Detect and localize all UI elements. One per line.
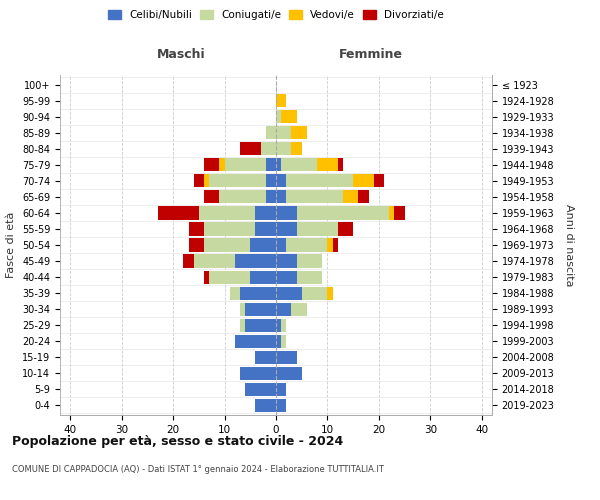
Bar — [332, 238, 338, 252]
Bar — [204, 270, 209, 283]
Bar — [276, 174, 286, 188]
Bar — [199, 206, 256, 220]
Legend: Celibi/Nubili, Coniugati/e, Vedovi/e, Divorziati/e: Celibi/Nubili, Coniugati/e, Vedovi/e, Di… — [108, 10, 444, 20]
Bar — [281, 318, 286, 332]
Bar — [224, 158, 266, 172]
Bar — [292, 302, 307, 316]
Bar — [276, 222, 296, 235]
Bar — [276, 254, 296, 268]
Bar — [194, 254, 235, 268]
Bar — [266, 174, 276, 188]
Bar — [281, 110, 296, 124]
Bar — [256, 222, 276, 235]
Bar — [276, 286, 302, 300]
Bar — [260, 142, 276, 156]
Bar — [296, 254, 322, 268]
Text: Femmine: Femmine — [339, 48, 403, 62]
Bar — [245, 383, 276, 396]
Bar — [276, 110, 281, 124]
Bar — [296, 270, 322, 283]
Bar — [209, 174, 266, 188]
Bar — [276, 366, 302, 380]
Bar — [317, 158, 338, 172]
Bar — [240, 366, 276, 380]
Bar — [184, 254, 194, 268]
Bar — [204, 174, 209, 188]
Bar — [276, 126, 292, 140]
Bar — [235, 254, 276, 268]
Bar — [235, 334, 276, 348]
Bar — [204, 190, 220, 203]
Bar — [266, 126, 276, 140]
Bar — [250, 270, 276, 283]
Bar — [240, 286, 276, 300]
Bar — [389, 206, 394, 220]
Bar — [230, 286, 240, 300]
Bar — [276, 383, 286, 396]
Bar — [209, 270, 250, 283]
Bar — [240, 302, 245, 316]
Bar — [394, 206, 404, 220]
Bar — [338, 158, 343, 172]
Bar — [250, 238, 276, 252]
Bar — [266, 190, 276, 203]
Bar — [194, 174, 204, 188]
Text: COMUNE DI CAPPADOCIA (AQ) - Dati ISTAT 1° gennaio 2024 - Elaborazione TUTTITALIA: COMUNE DI CAPPADOCIA (AQ) - Dati ISTAT 1… — [12, 465, 384, 474]
Bar — [286, 238, 328, 252]
Bar — [343, 190, 358, 203]
Bar — [245, 318, 276, 332]
Bar — [245, 302, 276, 316]
Bar — [256, 206, 276, 220]
Bar — [240, 318, 245, 332]
Bar — [296, 222, 338, 235]
Bar — [374, 174, 384, 188]
Bar — [240, 142, 260, 156]
Bar — [276, 206, 296, 220]
Bar — [276, 318, 281, 332]
Bar — [292, 126, 307, 140]
Bar — [204, 158, 220, 172]
Bar — [353, 174, 374, 188]
Text: Popolazione per età, sesso e stato civile - 2024: Popolazione per età, sesso e stato civil… — [12, 435, 343, 448]
Bar — [276, 142, 292, 156]
Y-axis label: Anni di nascita: Anni di nascita — [564, 204, 574, 286]
Bar — [302, 286, 328, 300]
Bar — [358, 190, 368, 203]
Bar — [276, 94, 286, 107]
Bar — [276, 190, 286, 203]
Bar — [276, 350, 296, 364]
Bar — [328, 238, 332, 252]
Bar — [276, 238, 286, 252]
Bar — [204, 222, 256, 235]
Bar — [188, 222, 204, 235]
Bar — [292, 142, 302, 156]
Bar — [220, 158, 224, 172]
Bar — [276, 302, 292, 316]
Bar — [338, 222, 353, 235]
Y-axis label: Fasce di età: Fasce di età — [7, 212, 16, 278]
Bar — [220, 190, 266, 203]
Text: Maschi: Maschi — [157, 48, 205, 62]
Bar — [276, 399, 286, 412]
Bar — [204, 238, 250, 252]
Bar — [296, 206, 389, 220]
Bar — [286, 174, 353, 188]
Bar — [188, 238, 204, 252]
Bar — [256, 399, 276, 412]
Bar — [256, 350, 276, 364]
Bar — [266, 158, 276, 172]
Bar — [158, 206, 199, 220]
Bar — [276, 334, 281, 348]
Bar — [276, 158, 281, 172]
Bar — [281, 334, 286, 348]
Bar — [281, 158, 317, 172]
Bar — [286, 190, 343, 203]
Bar — [276, 270, 296, 283]
Bar — [328, 286, 332, 300]
